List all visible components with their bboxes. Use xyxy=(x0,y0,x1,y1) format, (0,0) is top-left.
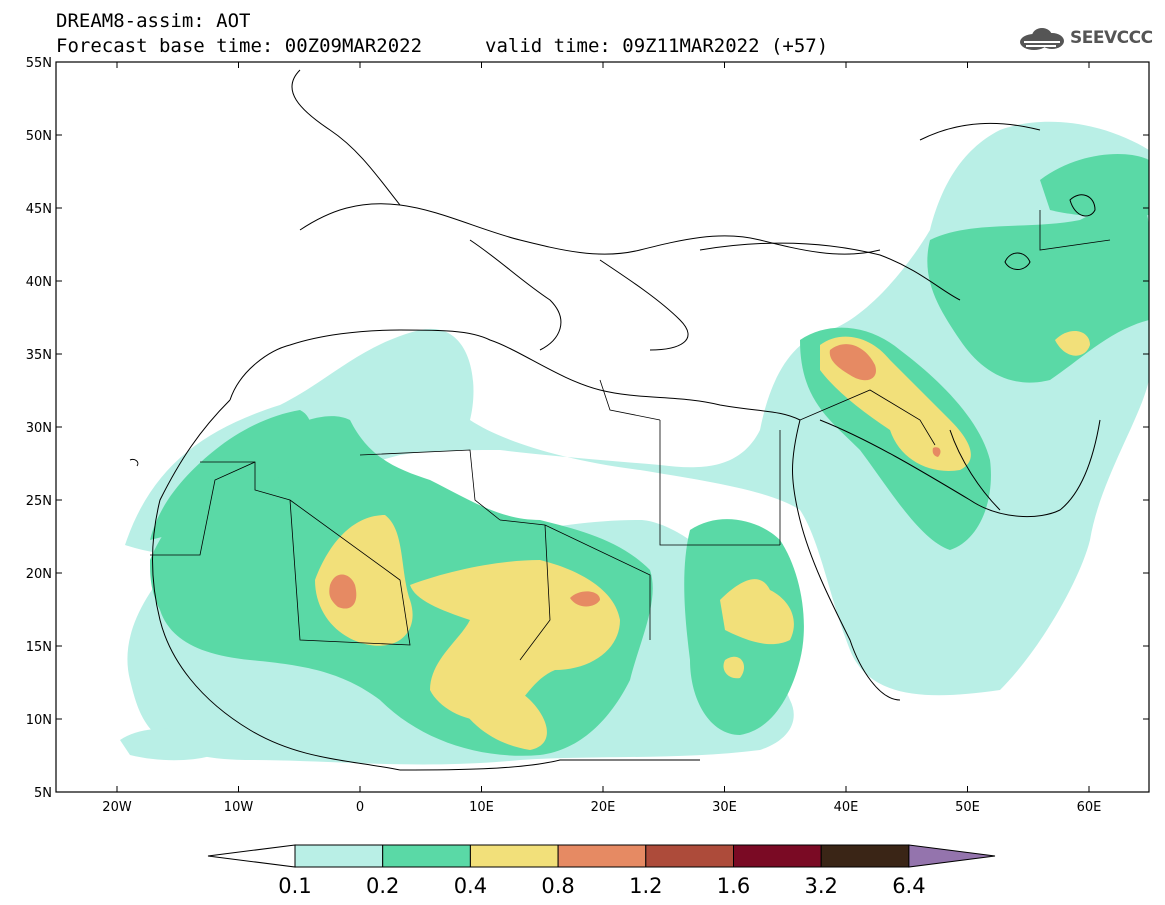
lon-label: 20W xyxy=(102,800,132,815)
lon-label: 30E xyxy=(712,800,737,815)
map-title: DREAM8-assim: AOT xyxy=(56,10,251,32)
colorbar-level-label: 0.8 xyxy=(541,874,574,898)
colorbar-swatch xyxy=(645,844,734,868)
colorbar-swatch xyxy=(733,844,822,868)
lon-label: 20E xyxy=(591,800,616,815)
colorbar-level-label: 1.2 xyxy=(629,874,662,898)
lat-label: 5N xyxy=(34,786,52,801)
lat-label: 10N xyxy=(26,713,52,728)
colorbar-min-arrow xyxy=(207,844,296,868)
colorbar-swatch xyxy=(382,844,471,868)
colorbar-level-label: 0.2 xyxy=(366,874,399,898)
lon-label: 40E xyxy=(834,800,859,815)
valid-time: valid time: 09Z11MAR2022 (+57) xyxy=(485,35,829,57)
lat-label: 25N xyxy=(26,494,52,509)
lat-label: 30N xyxy=(26,421,52,436)
cloud-logo-icon xyxy=(1020,28,1064,50)
lon-label: 0 xyxy=(356,800,364,815)
lon-label: 60E xyxy=(1077,800,1102,815)
lat-label: 55N xyxy=(26,56,52,71)
lat-label: 45N xyxy=(26,202,52,217)
colorbar: 0.1 0.2 0.4 0.8 1.2 1.6 3.2 6.4 xyxy=(207,844,996,898)
lat-label: 50N xyxy=(26,129,52,144)
colorbar-swatch xyxy=(557,844,647,868)
lat-label: 35N xyxy=(26,348,52,363)
lon-label: 10W xyxy=(224,800,254,815)
lat-label: 40N xyxy=(26,275,52,290)
lat-label: 20N xyxy=(26,567,52,582)
colorbar-swatch xyxy=(294,844,384,868)
colorbar-level-label: 3.2 xyxy=(804,874,837,898)
colorbar-max-arrow xyxy=(908,844,996,868)
colorbar-level-label: 0.4 xyxy=(454,874,487,898)
colorbar-level-label: 0.1 xyxy=(278,874,311,898)
lon-label: 10E xyxy=(469,800,494,815)
colorbar-swatch xyxy=(469,844,559,868)
axis-ticks: 55N 50N 45N 40N 35N 30N 25N 20N 15N 10N 5N 20W 10W 0 1… xyxy=(26,56,1149,815)
colorbar-swatch xyxy=(820,844,910,868)
logo-text: SEEVCCC xyxy=(1070,28,1153,48)
colorbar-level-label: 1.6 xyxy=(717,874,750,898)
borders xyxy=(150,210,1111,661)
colorbar-level-label: 6.4 xyxy=(892,874,925,898)
forecast-base-time: Forecast base time: 00Z09MAR2022 xyxy=(56,35,423,57)
coastlines xyxy=(129,69,1101,771)
lon-label: 50E xyxy=(955,800,980,815)
aot-field xyxy=(120,121,1149,765)
lat-label: 15N xyxy=(26,640,52,655)
